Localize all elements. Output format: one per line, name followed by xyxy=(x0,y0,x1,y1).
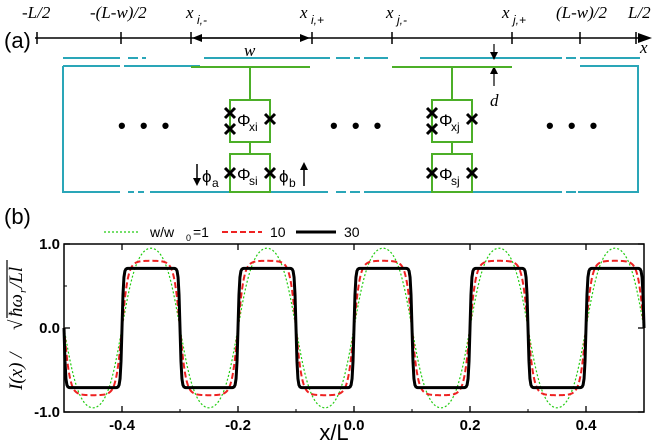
sqrt-icon: √ xyxy=(6,319,27,330)
y-axis-label: I(x) / √ ħω r /Ll xyxy=(6,260,29,391)
phi-sj-sub: sj xyxy=(451,174,460,188)
legend-prefix: w/w xyxy=(149,224,175,240)
x-tick-label: -0.4 xyxy=(109,417,136,434)
top-label-L2: L/2 xyxy=(627,3,651,22)
phi-xj-sub: xj xyxy=(451,120,460,134)
series-line-3 xyxy=(62,266,646,390)
series-line-1 xyxy=(63,247,645,409)
top-labels: -L/2 -(L-w)/2 x i,- x i,+ x j,- x j,+ (L… xyxy=(22,3,651,27)
arrow-up-icon xyxy=(490,66,498,74)
top-label-xi-minus: x xyxy=(185,3,194,22)
phi-xi-label: Φ xyxy=(237,111,251,130)
junction-cross-icon xyxy=(223,122,237,136)
y-tick-label: -1.0 xyxy=(34,404,60,421)
ellipsis-right: • • • xyxy=(546,113,601,138)
phi-xj-label: Φ xyxy=(439,111,453,130)
width-indicator xyxy=(192,34,310,42)
arrow-left-icon xyxy=(192,34,202,42)
y-axis-label-tail: /Ll xyxy=(6,267,27,289)
legend: w/w 0 =1 10 30 xyxy=(104,224,360,243)
top-label-xi-minus-sub: i,- xyxy=(197,13,207,27)
panel-a-x-axis xyxy=(35,32,652,44)
junction-cross-icon xyxy=(425,106,439,120)
junction-cross-icon xyxy=(263,112,277,126)
top-label-xj-minus-sub: j,- xyxy=(395,13,407,27)
panel-b-label: (b) xyxy=(4,204,31,229)
junctions xyxy=(223,106,479,180)
gap-indicator xyxy=(490,44,498,86)
top-label-neg-Lw2: -(L-w)/2 xyxy=(90,3,147,22)
x-tick-label: 0.0 xyxy=(344,417,365,434)
junction-cross-icon xyxy=(425,122,439,136)
top-label-xj-minus: x xyxy=(385,3,394,22)
legend-prefix-sub: 0 xyxy=(186,233,191,243)
phi-si-sub: si xyxy=(249,174,258,188)
phi-si-label: Φ xyxy=(237,165,251,184)
legend-entry-1: =1 xyxy=(193,224,209,240)
phi-a-sub: a xyxy=(212,176,219,190)
junction-cross-icon xyxy=(465,166,479,180)
arrow-up-icon xyxy=(300,162,308,170)
top-label-xj-plus: x xyxy=(501,3,510,22)
panel-a-label: (a) xyxy=(4,28,31,53)
arrow-right-icon xyxy=(300,34,310,42)
phase-b: ϕ b xyxy=(279,162,308,190)
phase-a: ϕ a xyxy=(193,164,219,190)
arrow-down-icon xyxy=(193,178,201,186)
phi-sj-label: Φ xyxy=(439,165,453,184)
y-axis-label-left: I(x) / xyxy=(6,351,27,391)
top-label-Lw2: (L-w)/2 xyxy=(556,3,608,22)
top-label-xi-plus: x xyxy=(299,3,308,22)
junction-cross-icon xyxy=(263,166,277,180)
y-tick-label: 0.0 xyxy=(39,320,60,337)
y-axis-label-right-sub: r xyxy=(17,288,29,293)
legend-entry-3: 30 xyxy=(344,224,360,240)
x-tick-label: -0.2 xyxy=(225,417,251,434)
y-axis-label-right: ħω xyxy=(6,294,27,317)
current-chart: -0.4 -0.2 0.0 0.2 0.4 -1.0 0.0 1.0 xyxy=(34,236,646,434)
width-label: w xyxy=(244,41,256,60)
x-axis-title: x/L xyxy=(319,420,348,445)
junction-cross-icon xyxy=(223,106,237,120)
junction-cross-icon xyxy=(465,112,479,126)
phi-xi-sub: xi xyxy=(249,120,258,134)
y-tick-label: 1.0 xyxy=(39,236,60,253)
top-label-xj-plus-sub-text: j,+ xyxy=(511,13,526,27)
legend-entry-2: 10 xyxy=(270,224,286,240)
x-tick-label: 0.4 xyxy=(576,417,598,434)
x-axis-label: x xyxy=(639,38,648,57)
arrow-down-icon xyxy=(490,52,498,60)
top-label-xi-plus-sub: i,+ xyxy=(311,13,324,27)
ellipsis-left: • • • xyxy=(118,113,173,138)
junction-cross-icon xyxy=(425,166,439,180)
phi-a-label: ϕ xyxy=(202,167,212,186)
junction-cross-icon xyxy=(223,166,237,180)
top-label-neg-L2: -L/2 xyxy=(22,3,51,22)
axis-arrow-icon xyxy=(638,33,652,43)
phi-b-sub: b xyxy=(289,176,296,190)
x-tick-label: 0.2 xyxy=(460,417,481,434)
ellipsis-middle: • • • xyxy=(330,113,385,138)
gap-label: d xyxy=(490,91,499,110)
phi-b-label: ϕ xyxy=(279,167,289,186)
